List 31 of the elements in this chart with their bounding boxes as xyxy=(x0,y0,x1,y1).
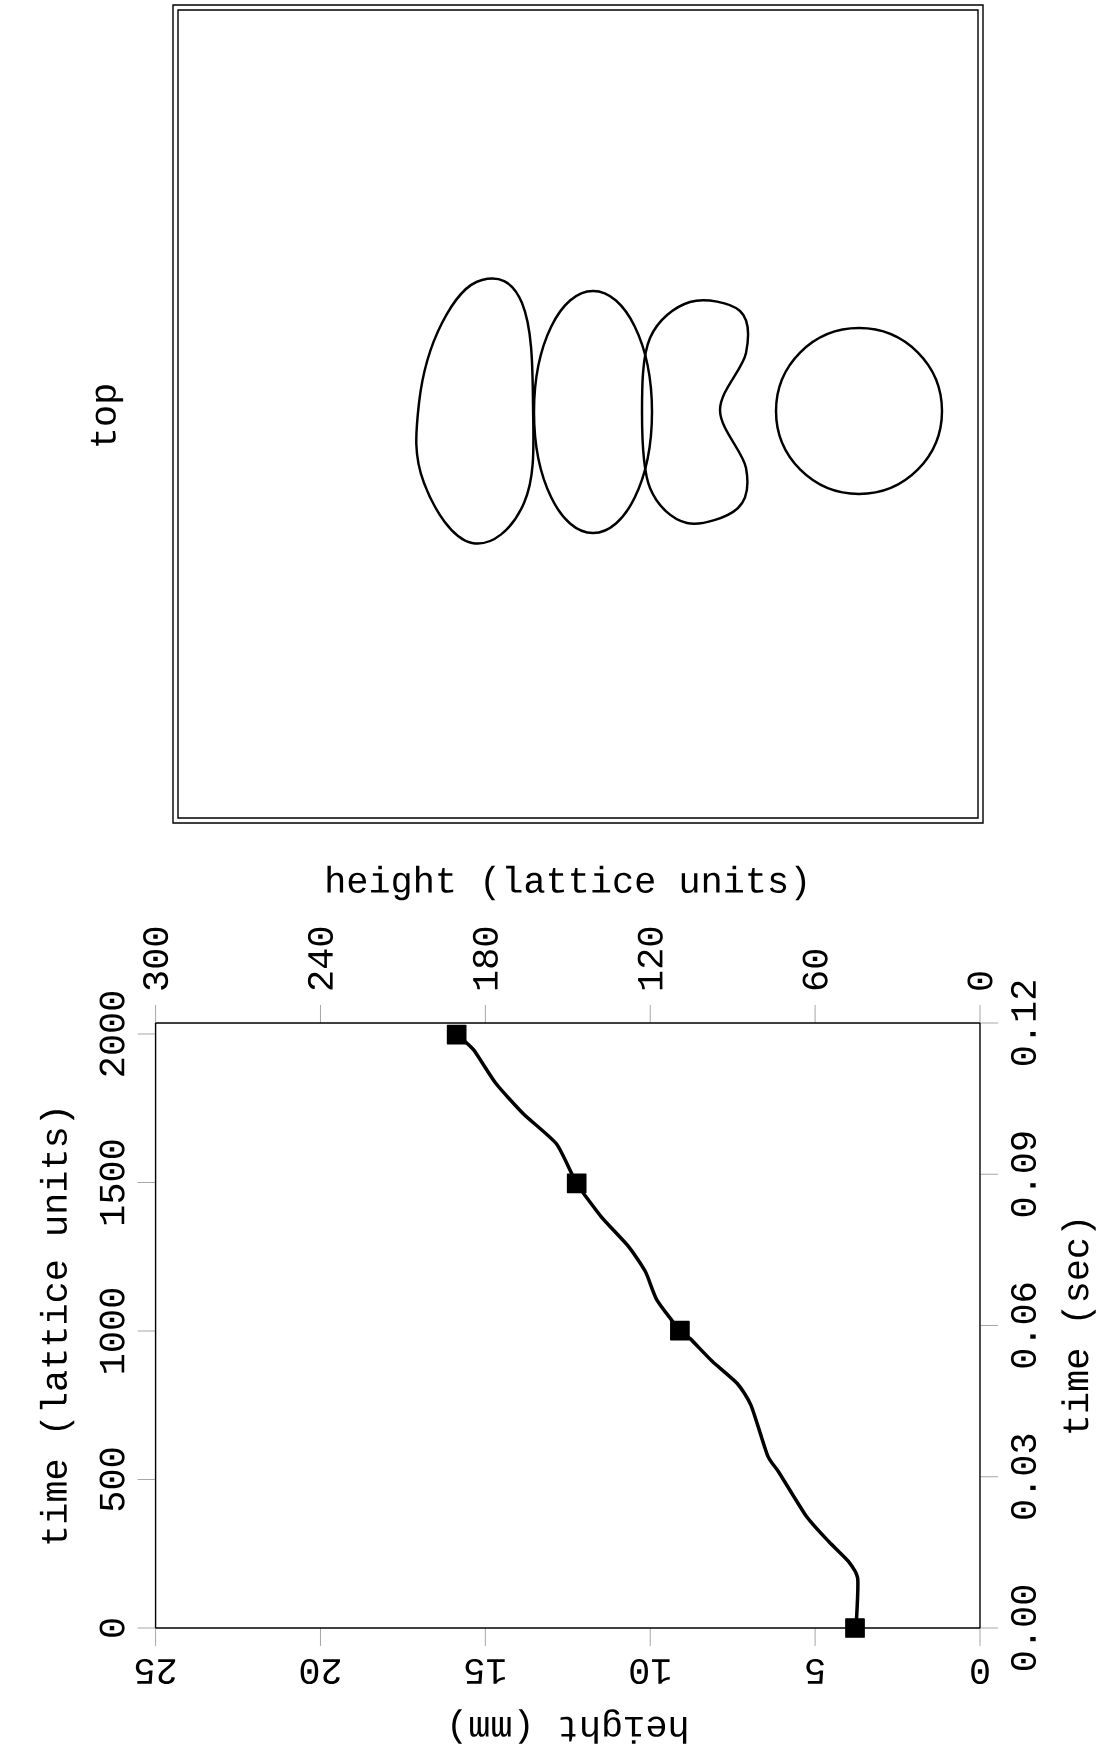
y2-tick-label: 1500 xyxy=(99,1140,125,1225)
x-tick-label: 10 xyxy=(630,1658,670,1685)
x2-tick-label: 60 xyxy=(802,950,828,990)
x-tick-label: 0 xyxy=(971,1658,989,1685)
point xyxy=(446,1024,467,1045)
x2-axis-title: height (lattice units) xyxy=(327,865,806,901)
y-tick-label: 0.06 xyxy=(1010,1283,1037,1368)
point xyxy=(566,1173,587,1194)
x2-tick-label: 0 xyxy=(967,972,993,990)
text: top xyxy=(90,385,124,446)
x-tick-label: 20 xyxy=(300,1658,341,1685)
x2-tick-label: 300 xyxy=(143,927,169,990)
y2-tick-label: 2000 xyxy=(99,992,125,1076)
y2-tick-label: 500 xyxy=(99,1448,125,1511)
x-tick-label: 25 xyxy=(135,1658,176,1685)
y-axis-title: time (sec) xyxy=(1061,1221,1096,1433)
y2-tick-label: 1000 xyxy=(99,1289,125,1373)
x-tick-label: 15 xyxy=(465,1658,505,1684)
point xyxy=(845,1618,865,1638)
y2-tick-label: 0 xyxy=(99,1619,125,1637)
y-tick-label: 0.09 xyxy=(1010,1132,1037,1217)
point xyxy=(670,1320,690,1341)
y2-axis-title: time (lattice units) xyxy=(39,1110,75,1544)
x2-tick-label: 120 xyxy=(637,927,663,990)
x2-tick-label: 180 xyxy=(472,927,498,990)
y-tick-label: 0.03 xyxy=(1010,1434,1037,1519)
y-tick-label: 0.12 xyxy=(1010,981,1037,1066)
x-tick-label: 5 xyxy=(806,1658,824,1684)
x-axis-title: height (mm) xyxy=(452,1709,687,1744)
y-tick-label: 0.00 xyxy=(1010,1586,1037,1671)
x2-tick-label: 240 xyxy=(307,927,334,990)
